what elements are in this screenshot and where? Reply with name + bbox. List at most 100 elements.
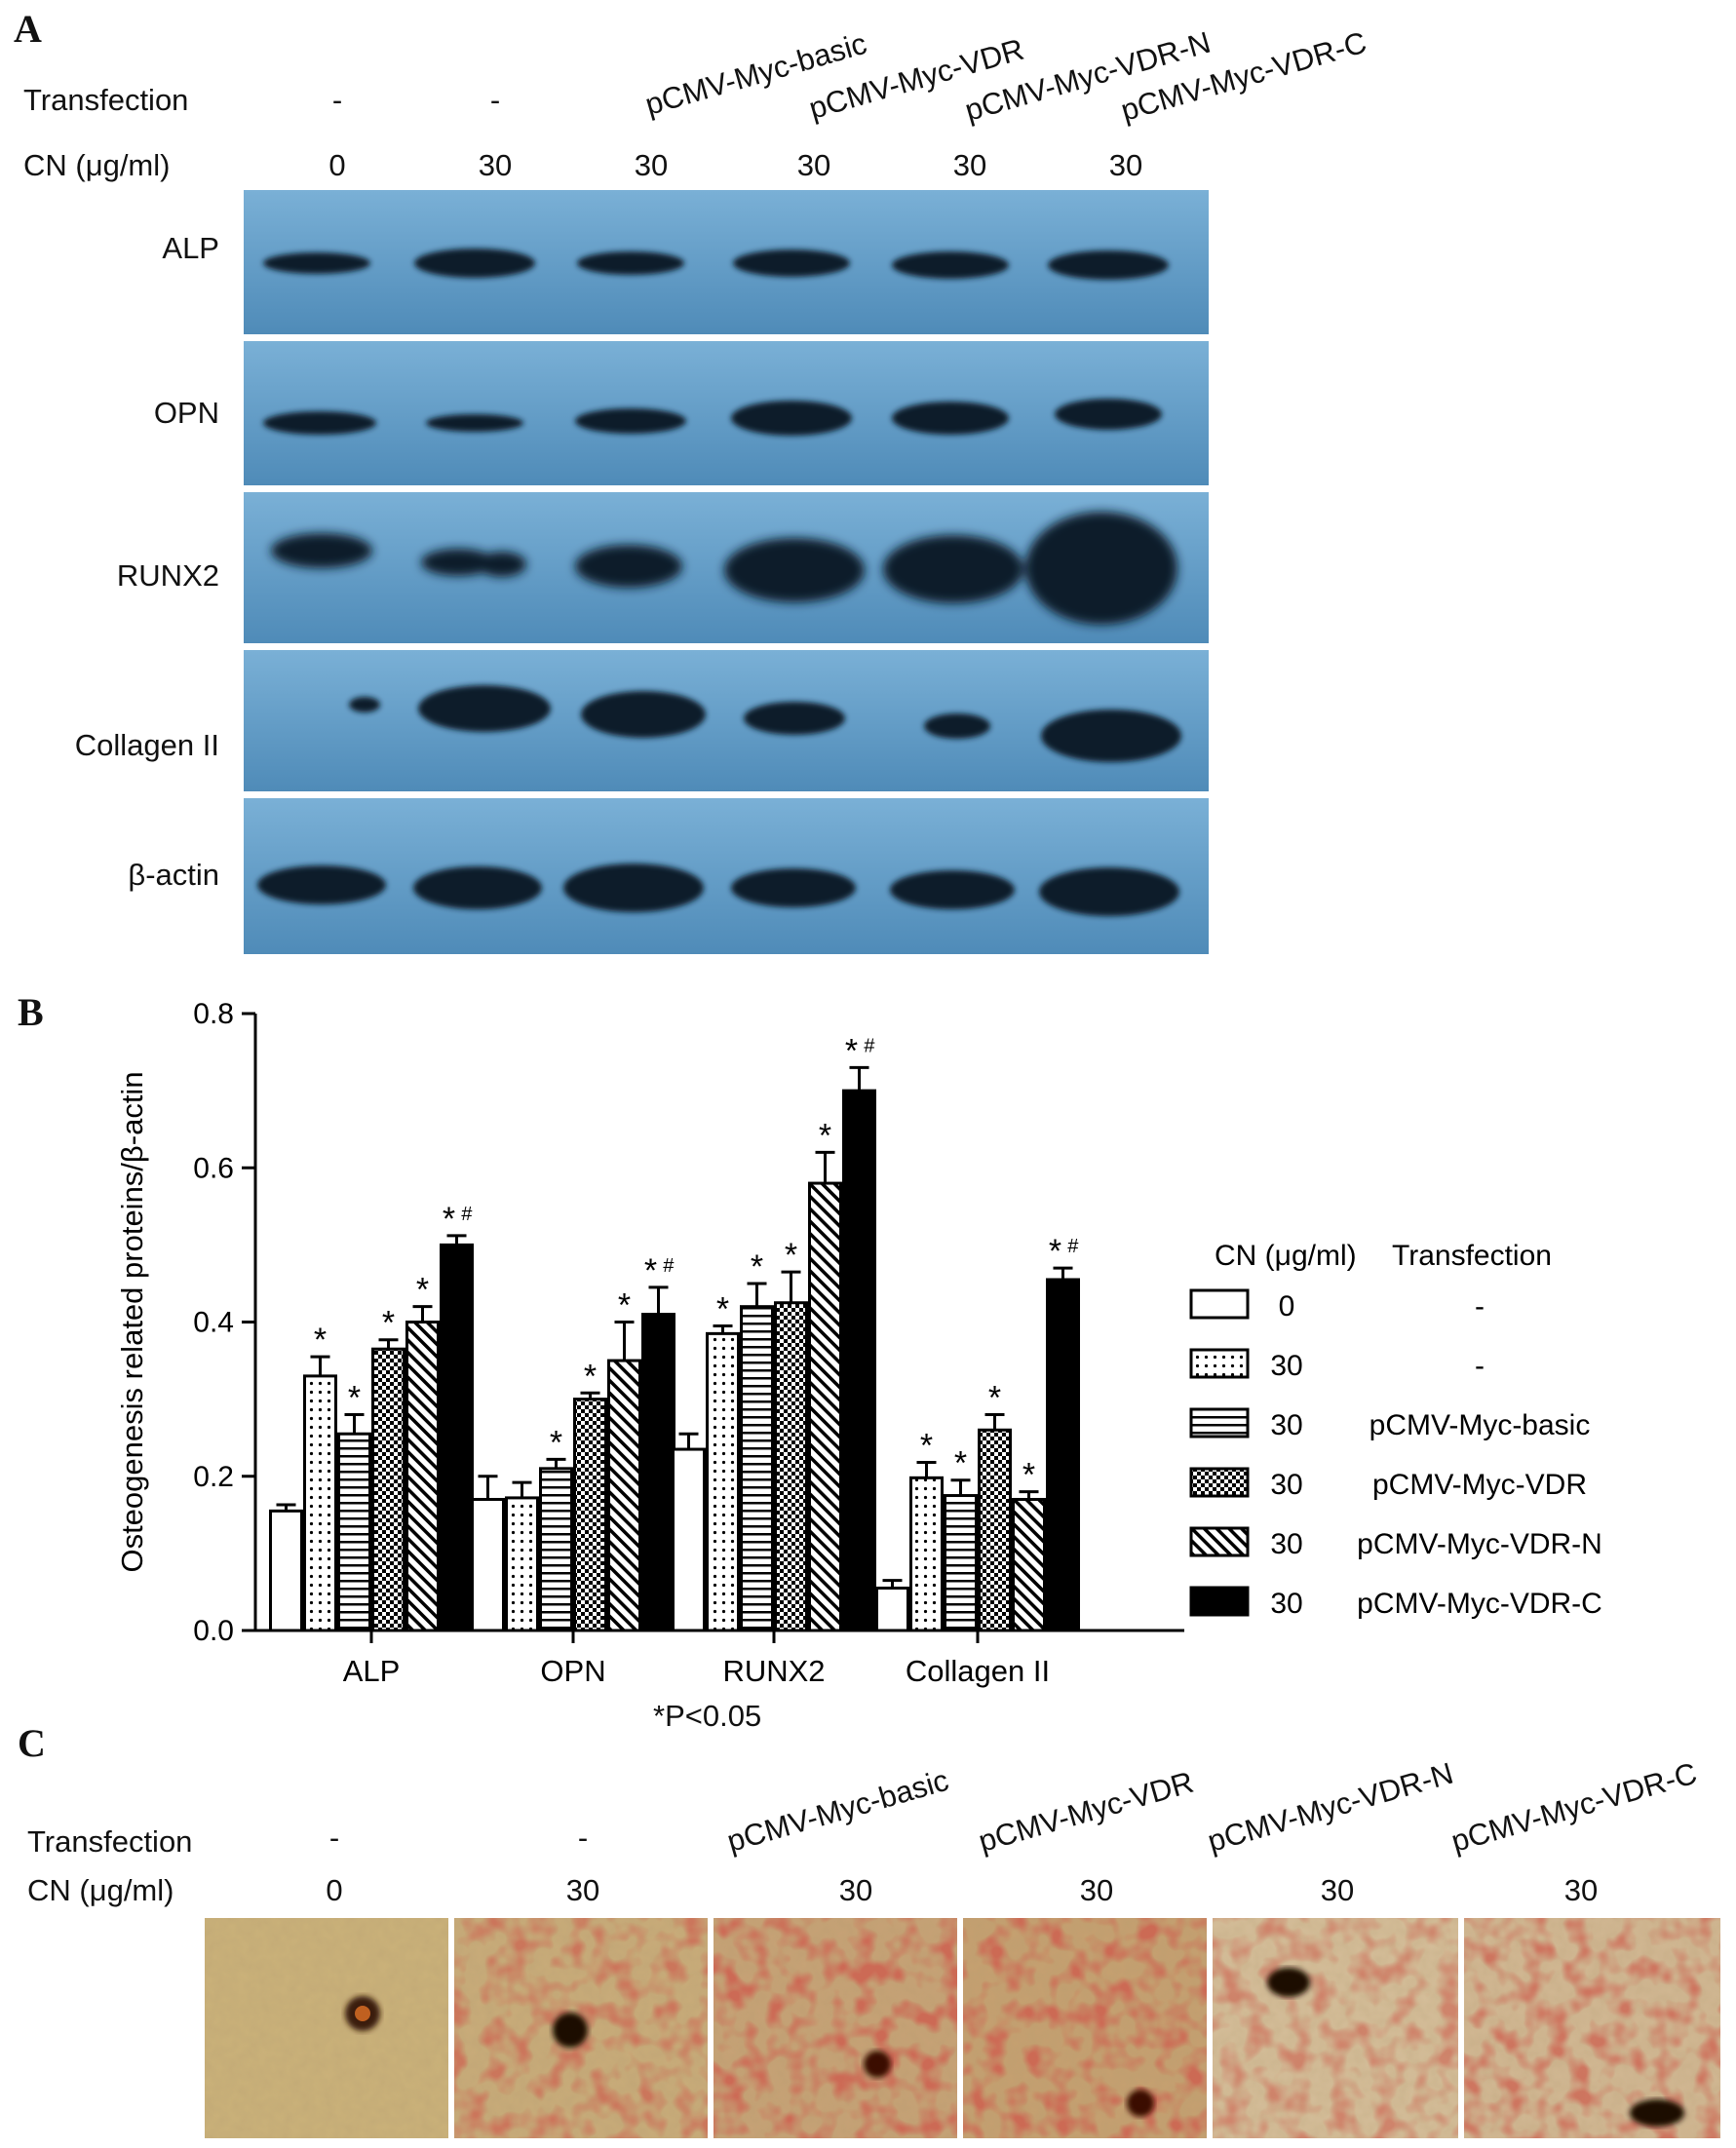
blot-label-opn: OPN: [153, 396, 219, 430]
stain-image-lane1: [205, 1918, 448, 2138]
significance-star: *: [314, 1322, 327, 1359]
significance-star: *: [644, 1252, 657, 1289]
significance-star: *: [1022, 1457, 1035, 1494]
bar: [405, 1321, 440, 1632]
legend-transfection-value: pCMV-Myc-VDR: [1372, 1469, 1587, 1501]
bar: [303, 1374, 337, 1632]
legend-cn-value: 30: [1270, 1528, 1302, 1560]
panel-c-transfection-label: Transfection: [27, 1824, 193, 1859]
x-tick-label: OPN: [540, 1654, 605, 1688]
panel-a-lane3-cn: 30: [634, 148, 669, 182]
stain-image-lane2: [454, 1918, 708, 2138]
blot-strip-alp: [244, 190, 1209, 334]
legend-transfection-value: pCMV-Myc-VDR-N: [1357, 1528, 1602, 1560]
panel-a-lane2-transfection: -: [489, 83, 501, 117]
bar: [269, 1509, 303, 1632]
panel-a-transfection-label: Transfection: [23, 83, 189, 117]
significance-star: *: [845, 1032, 858, 1069]
stain-image-lane5: [1213, 1918, 1458, 2138]
legend-cn-value: 30: [1270, 1588, 1302, 1620]
significance-star: *: [751, 1248, 763, 1285]
significance-star: *: [416, 1272, 429, 1309]
legend-swatch: [1189, 1467, 1250, 1498]
legend-header-cn: CN (μg/ml): [1215, 1240, 1357, 1272]
legend-header-transfection: Transfection: [1392, 1240, 1552, 1272]
y-tick-label: 0.4: [193, 1307, 234, 1339]
legend-cn-value: 30: [1270, 1409, 1302, 1441]
panel-c-lane1-cn: 0: [326, 1873, 343, 1907]
legend-transfection-value: -: [1475, 1350, 1485, 1382]
bar: [337, 1432, 371, 1632]
alizarin-staining-images: [205, 1918, 1720, 2138]
legend-swatch: [1189, 1288, 1250, 1320]
significance-hash: #: [1067, 1236, 1079, 1257]
bar: [539, 1467, 573, 1632]
significance-star: *: [382, 1305, 395, 1342]
bar: [706, 1331, 740, 1632]
bar-chart: 0.0 0.2 0.4 0.6 0.8 Osteogenesis related prot…: [115, 998, 1602, 1688]
legend-swatch: [1189, 1586, 1250, 1617]
x-tick-label: RUNX2: [722, 1654, 825, 1688]
legend-swatch: [1189, 1526, 1250, 1557]
blot-label-alp: ALP: [162, 231, 219, 265]
bar: [641, 1313, 675, 1632]
panel-a-lane4-cn: 30: [796, 148, 831, 182]
x-tick-label: Collagen II: [906, 1654, 1050, 1688]
bar: [440, 1243, 474, 1632]
legend-transfection-value: -: [1475, 1290, 1485, 1323]
significance-star: *: [716, 1290, 729, 1327]
legend-cn-value: 30: [1270, 1350, 1302, 1382]
panel-c-label: C: [18, 1721, 46, 1765]
panel-c-lane2-transfection: -: [577, 1821, 589, 1855]
bar: [808, 1181, 842, 1632]
panel-a-lane2-cn: 30: [478, 148, 513, 182]
panel-c-cn-label: CN (μg/ml): [27, 1873, 174, 1907]
significance-star: *: [348, 1379, 361, 1416]
panel-a-label: A: [14, 7, 42, 51]
bar: [1046, 1278, 1080, 1632]
legend-swatch: [1189, 1407, 1250, 1438]
legend-transfection-value: pCMV-Myc-basic: [1370, 1409, 1591, 1441]
significance-star: *: [819, 1117, 831, 1154]
y-tick-label: 0.2: [193, 1461, 234, 1493]
significance-star: *: [443, 1201, 455, 1238]
significance-star: *: [1049, 1233, 1061, 1270]
bar: [371, 1347, 405, 1632]
bar: [573, 1398, 607, 1632]
bar: [875, 1586, 909, 1632]
bar: [1012, 1497, 1046, 1632]
western-blot-image: [244, 190, 1209, 954]
blot-strip-opn: [244, 341, 1209, 485]
panel-c-lane6-transfection: pCMV-Myc-VDR-C: [1447, 1755, 1701, 1860]
bar: [909, 1476, 944, 1632]
panel-c-lane4-transfection: pCMV-Myc-VDR: [975, 1764, 1198, 1860]
legend-cn-value: 0: [1279, 1290, 1295, 1323]
panel-a-lane6-cn: 30: [1108, 148, 1143, 182]
bar: [944, 1494, 978, 1632]
significance-star: *: [550, 1424, 562, 1461]
bar: [607, 1359, 641, 1632]
panel-a-lane5-cn: 30: [952, 148, 987, 182]
panel-a-lane1-cn: 0: [328, 148, 346, 182]
significance-star: *: [584, 1358, 597, 1395]
bar: [978, 1428, 1012, 1632]
blot-strip-actin: [244, 798, 1209, 954]
legend-transfection-value: pCMV-Myc-VDR-C: [1357, 1588, 1602, 1620]
bar: [505, 1496, 539, 1632]
significance-hash: #: [663, 1255, 675, 1277]
y-axis-title: Osteogenesis related proteins/β-actin: [115, 1071, 149, 1572]
significance-star: *: [988, 1379, 1001, 1416]
panel-b-label: B: [18, 990, 44, 1034]
legend-cn-value: 30: [1270, 1469, 1302, 1501]
panel-c-lane5-transfection: pCMV-Myc-VDR-N: [1204, 1755, 1457, 1860]
significance-hash: #: [461, 1204, 473, 1225]
significance-star: *: [618, 1287, 631, 1324]
y-tick-label: 0.0: [193, 1615, 234, 1647]
panel-c-lane3-cn: 30: [838, 1873, 873, 1907]
blot-label-runx2: RUNX2: [116, 558, 219, 593]
stain-image-lane4: [963, 1918, 1207, 2138]
bar: [672, 1447, 706, 1632]
significance-star: *: [785, 1237, 797, 1274]
significance-star: *: [920, 1428, 933, 1465]
bar: [471, 1497, 505, 1632]
